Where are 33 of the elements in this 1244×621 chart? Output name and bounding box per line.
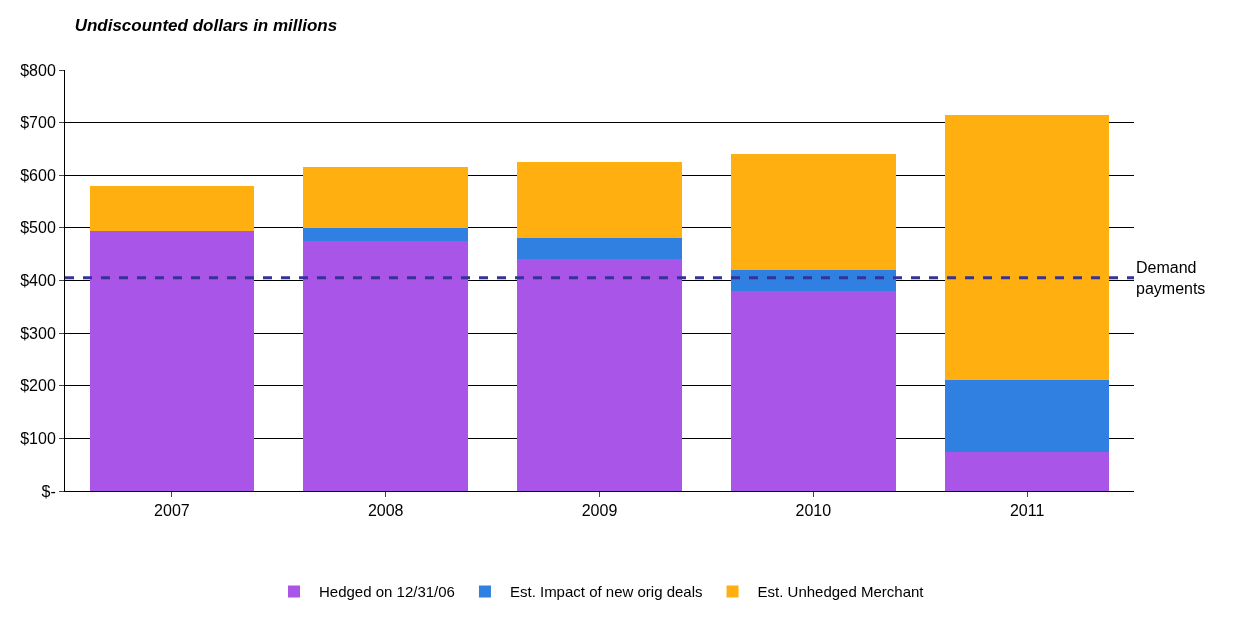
bar bbox=[303, 227, 469, 242]
chart-title: Undiscounted dollars in millions bbox=[74, 15, 338, 35]
y-tick-label: $600 bbox=[20, 166, 56, 184]
bar bbox=[303, 241, 469, 491]
bar bbox=[89, 230, 255, 491]
bar bbox=[730, 291, 896, 491]
y-tick-label: $500 bbox=[20, 219, 56, 237]
y-tick-label: $- bbox=[41, 482, 56, 500]
x-tick-label: 2011 bbox=[1009, 502, 1045, 520]
x-tick-label: 2009 bbox=[581, 502, 618, 520]
bar bbox=[517, 259, 682, 491]
y-tick-label: $200 bbox=[20, 377, 56, 395]
y-tick-label: $300 bbox=[20, 324, 56, 342]
legend-label: Est. Unhedged Merchant bbox=[757, 583, 925, 601]
x-tick-label: 2007 bbox=[154, 502, 190, 520]
bar bbox=[730, 154, 896, 270]
y-tick-label: $400 bbox=[20, 272, 56, 290]
bar bbox=[730, 269, 896, 292]
bar bbox=[944, 114, 1110, 381]
legend-label: Hedged on 12/31/06 bbox=[319, 583, 455, 601]
bar bbox=[944, 451, 1110, 491]
bar bbox=[89, 185, 255, 231]
x-tick-label: 2010 bbox=[795, 502, 832, 520]
ref-line-label: Demand payments bbox=[1136, 259, 1206, 297]
bar bbox=[517, 238, 682, 260]
y-tick-label: $100 bbox=[20, 429, 56, 447]
y-tick-label: $700 bbox=[20, 114, 56, 132]
bar bbox=[303, 167, 469, 228]
legend-label: Est. Impact of new orig deals bbox=[509, 583, 703, 601]
x-tick-label: 2008 bbox=[367, 502, 404, 520]
y-tick-label: $800 bbox=[20, 61, 56, 79]
bar bbox=[517, 162, 682, 239]
bar bbox=[944, 380, 1110, 452]
